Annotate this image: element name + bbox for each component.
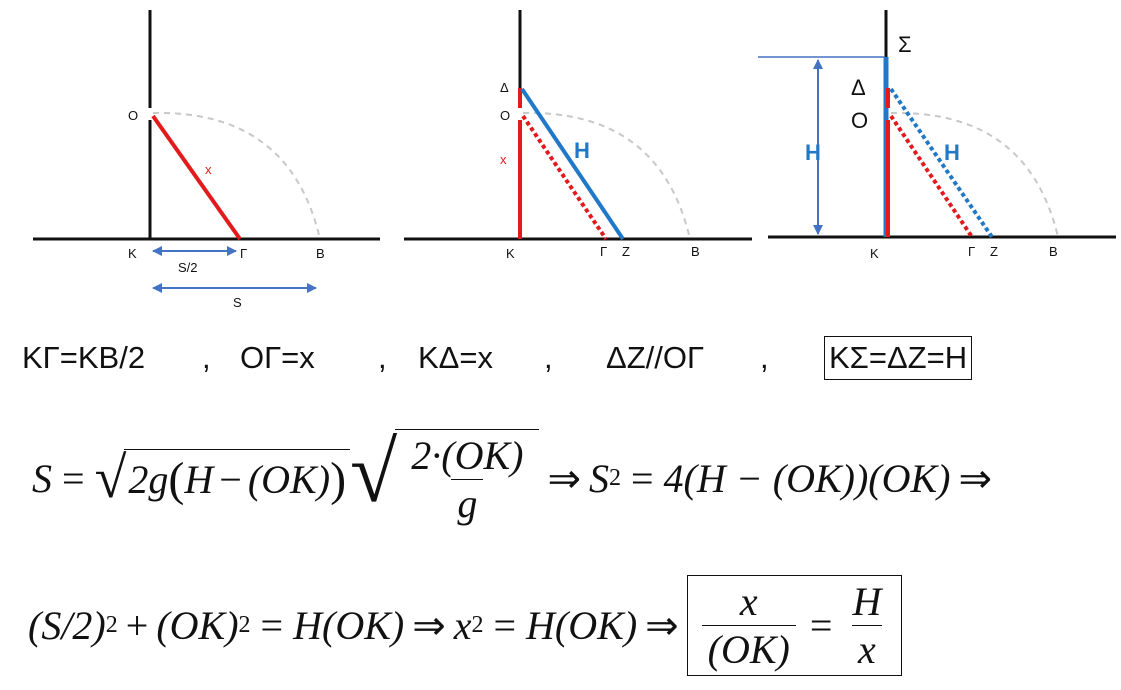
relation-KG: ΚΓ=ΚΒ/2 (22, 340, 146, 375)
label-half-s: S/2 (178, 260, 198, 275)
separator: , (378, 340, 387, 375)
equals: = (260, 602, 284, 648)
implies-arrow: ⇒ (958, 455, 992, 501)
label-s: S (233, 295, 242, 310)
term-OK: (OK) (156, 602, 239, 648)
label-G: Γ (240, 246, 247, 261)
radicand: 2g ( H − (OK) ) (124, 449, 351, 507)
implies-arrow: ⇒ (645, 602, 679, 648)
fraction-denominator: x (852, 624, 882, 673)
sqrt-velocity: √ 2g ( H − (OK) ) (94, 445, 351, 510)
fraction-denominator: g (451, 479, 484, 527)
label-H-right: H (944, 140, 960, 165)
relation-KS-boxed: ΚΣ=ΔΖ=Η (824, 336, 973, 380)
radical-sign: √ (350, 424, 398, 520)
fraction-right: H x (846, 578, 887, 673)
label-D: Δ (851, 75, 866, 100)
term-2g: 2g (128, 457, 169, 502)
label-K: Κ (870, 246, 879, 261)
label-B: Β (1049, 244, 1058, 259)
implies-arrow: ⇒ (547, 455, 581, 501)
label-Sigma: Σ (898, 32, 912, 57)
term-S-half: (S/2) (28, 602, 106, 648)
separator: , (760, 340, 769, 375)
equals: = (630, 455, 654, 501)
term-x: x (453, 602, 472, 648)
term-H: H (184, 457, 214, 502)
label-B: Β (316, 246, 325, 261)
fraction-numerator: x (739, 578, 758, 624)
paren-left: ( (168, 453, 185, 506)
label-B: Β (691, 244, 700, 259)
equals: = (493, 602, 517, 648)
equals: = (809, 602, 833, 648)
label-H-left: H (805, 140, 821, 165)
label-O: Ο (500, 108, 510, 123)
segment-OG-dotted (521, 114, 608, 241)
arc-dashed (522, 111, 691, 240)
segment-DZ (520, 87, 625, 241)
fraction-numerator: 2·(OK) (411, 433, 524, 478)
geometry-diagrams: Ο x Κ Γ Β S/2 S Δ Ο x H Κ Γ Ζ Β (33, 10, 1116, 310)
exponent: 2 (105, 611, 118, 638)
diagram-2: Δ Ο x H Κ Γ Ζ Β (404, 10, 752, 261)
symbol-S2: S (588, 455, 609, 501)
paren-right: ) (330, 453, 347, 506)
term-H-OK: H(OK) (526, 602, 638, 648)
separator: , (544, 340, 553, 375)
label-Z: Ζ (622, 244, 630, 259)
rhs-expression: 4(H − (OK))(OK) (663, 455, 951, 501)
fraction-numerator: H (852, 578, 882, 624)
sqrt-time: √ 2·(OK) g (350, 424, 540, 527)
fraction: 2·(OK) g (405, 432, 529, 527)
implies-arrow: ⇒ (412, 602, 446, 648)
segment-OG (151, 114, 242, 241)
fraction-denominator: (OK) (701, 624, 796, 673)
relation-DZ-parallel: ΔΖ//ΟΓ (606, 340, 705, 375)
diagram-3: Σ Δ Ο H H Κ Γ Ζ Β (758, 10, 1116, 261)
exponent: 2 (608, 464, 621, 491)
relation-OG: ΟΓ=x (240, 340, 315, 375)
label-H: H (574, 138, 590, 163)
radicand: 2·(OK) g (395, 429, 540, 527)
label-x: x (500, 152, 507, 167)
label-Z: Ζ (990, 244, 998, 259)
exponent: 2 (238, 611, 251, 638)
arc-dashed (152, 111, 321, 240)
radical-sign: √ (94, 445, 127, 510)
label-x: x (205, 162, 212, 177)
label-G: Γ (600, 244, 607, 259)
boxed-result: x (OK) = H x (686, 574, 903, 676)
label-O: Ο (128, 108, 138, 123)
segment-DZ-dotted (889, 87, 994, 239)
term-H-OK: H(OK) (293, 602, 405, 648)
symbol-S: S (32, 455, 52, 501)
relation-KD: ΚΔ=x (418, 340, 493, 375)
label-G: Γ (968, 244, 975, 259)
minus: − (219, 457, 242, 502)
separator: , (202, 340, 211, 375)
label-O: Ο (851, 108, 868, 133)
fraction-left: x (OK) (701, 578, 796, 673)
label-K: Κ (128, 246, 137, 261)
diagram-1: Ο x Κ Γ Β S/2 S (33, 10, 380, 310)
exponent: 2 (471, 611, 484, 638)
plus: + (125, 602, 149, 648)
relations-line: ΚΓ=ΚΒ/2 , ΟΓ=x , ΚΔ=x , ΔΖ//ΟΓ , ΚΣ=ΔΖ=Η (22, 334, 1112, 382)
term-OK: (OK) (247, 457, 331, 502)
label-K: Κ (506, 246, 515, 261)
equals: = (62, 455, 85, 501)
segment-OG-dotted (889, 114, 974, 239)
arc-dashed (890, 111, 1059, 238)
label-D: Δ (500, 80, 509, 95)
